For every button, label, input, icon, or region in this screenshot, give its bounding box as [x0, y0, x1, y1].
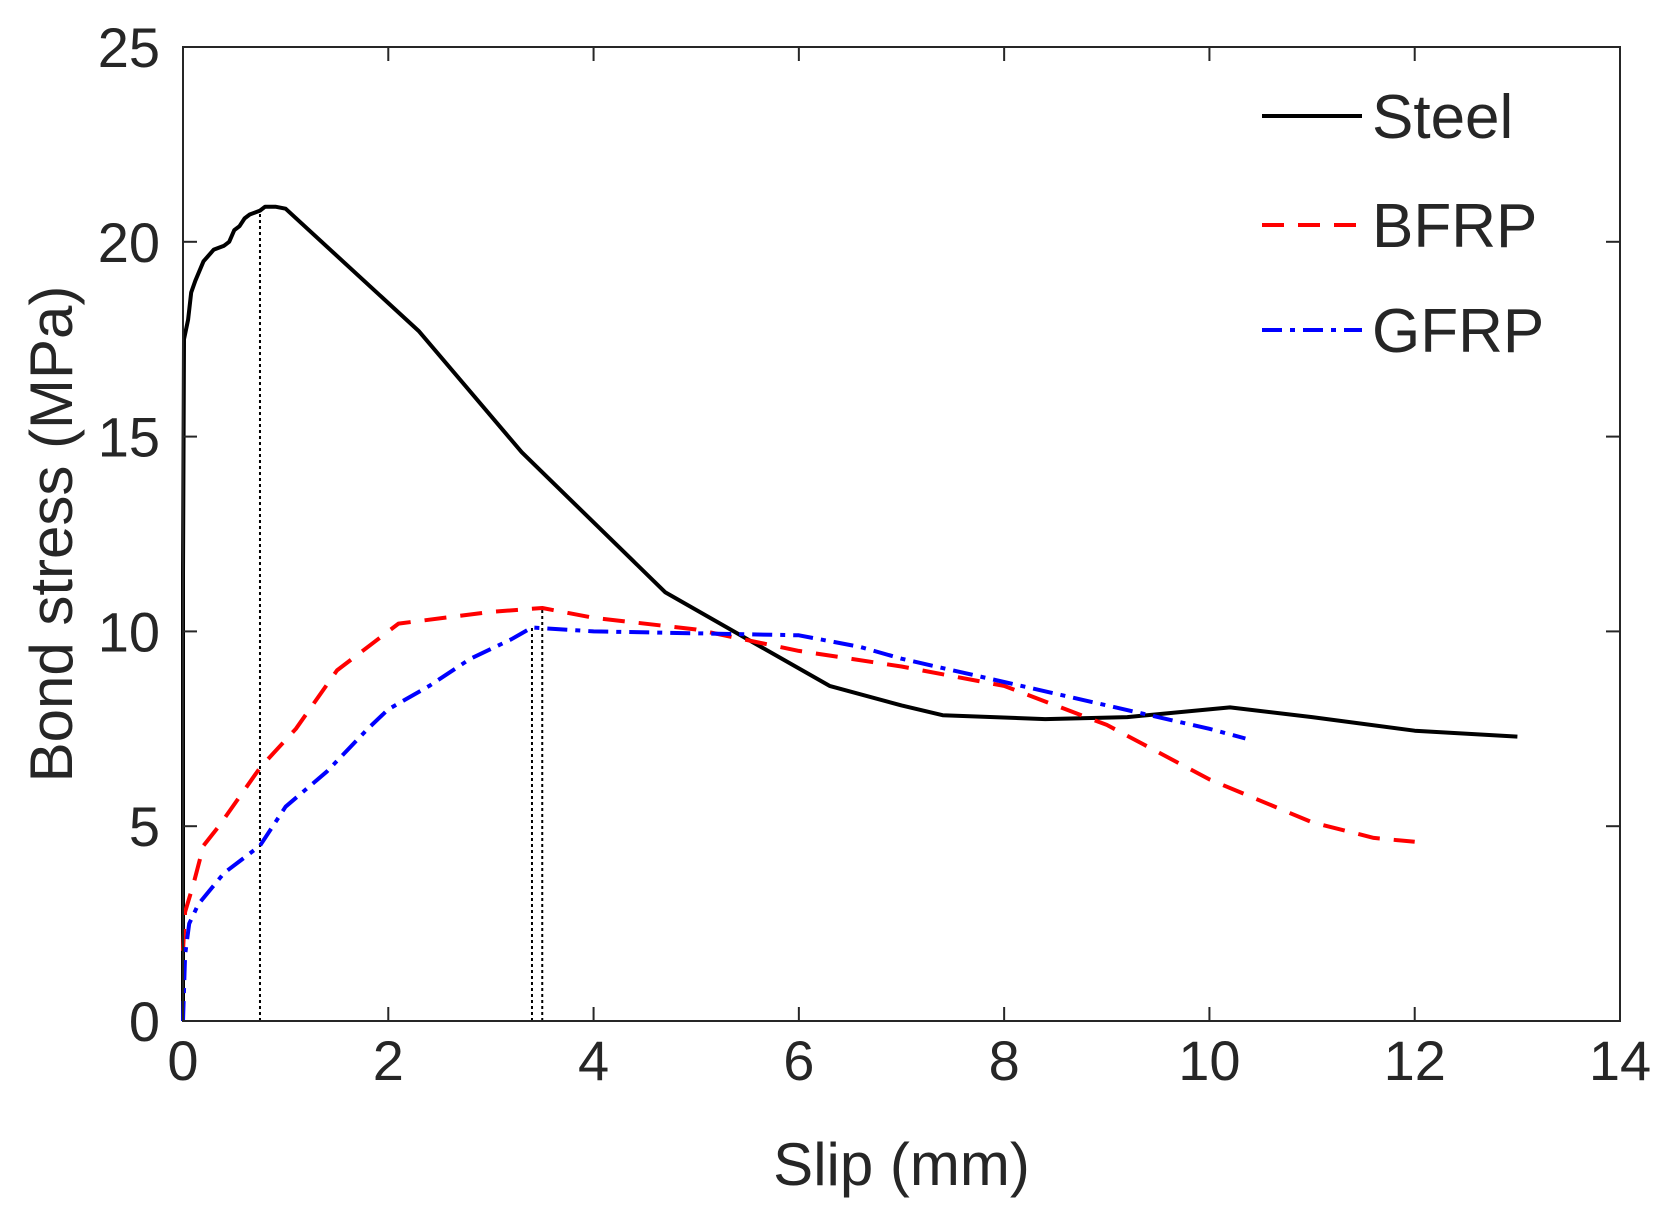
reference-lines [258, 210, 544, 1021]
x-tick-label: 12 [1384, 1029, 1446, 1092]
y-tick-label: 10 [98, 600, 160, 663]
legend-label-bfrp: BFRP [1372, 192, 1537, 261]
series-lines [181, 204, 1518, 1022]
x-axis-label: Slip (mm) [773, 1131, 1030, 1198]
series-line-bfrp [181, 606, 1415, 952]
axis-ticks [182, 46, 1621, 1022]
x-tick-label: 6 [783, 1029, 814, 1092]
y-axis-label: Bond stress (MPa) [18, 286, 85, 783]
y-tick-labels: 0 5 10 15 20 25 [98, 16, 160, 1053]
y-tick-label: 25 [98, 16, 160, 79]
y-tick-label: 15 [98, 406, 160, 469]
x-tick-label: 14 [1589, 1029, 1651, 1092]
y-tick-label: 0 [129, 990, 160, 1053]
x-tick-label: 10 [1178, 1029, 1240, 1092]
legend-label-steel: Steel [1372, 83, 1513, 152]
y-tick-label: 20 [98, 211, 160, 274]
legend: Steel BFRP GFRP [1262, 83, 1544, 366]
series-line-steel [181, 204, 1518, 1021]
series-line-gfrp [181, 625, 1246, 1022]
x-tick-labels: 0 2 4 6 8 10 12 14 [167, 1029, 1651, 1092]
x-tick-label: 0 [167, 1029, 198, 1092]
x-tick-label: 8 [989, 1029, 1020, 1092]
plot-area-frame [182, 46, 1621, 1022]
y-tick-label: 5 [129, 795, 160, 858]
x-tick-label: 4 [578, 1029, 609, 1092]
x-tick-label: 2 [373, 1029, 404, 1092]
legend-label-gfrp: GFRP [1372, 297, 1544, 366]
